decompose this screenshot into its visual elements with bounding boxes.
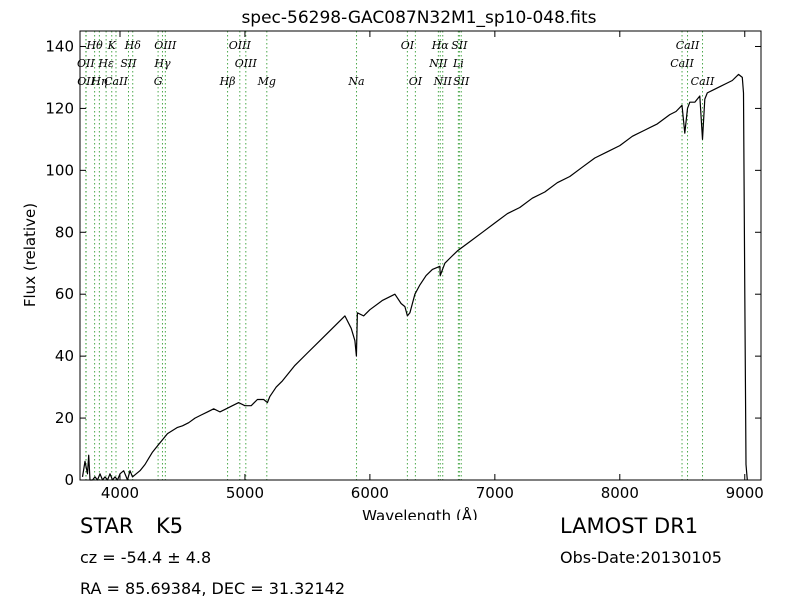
object-class: STAR xyxy=(80,514,134,538)
line-label: K xyxy=(107,39,117,52)
line-label: Hε xyxy=(97,57,114,70)
line-label: Hδ xyxy=(124,39,142,52)
line-label: Hθ xyxy=(86,39,104,52)
ra-dec-coordinates: RA = 85.69384, DEC = 31.32142 xyxy=(80,579,346,598)
observation-date: Obs-Date:20130105 xyxy=(560,548,722,567)
y-axis-label: Flux (relative) xyxy=(21,203,39,307)
x-tick-label: 8000 xyxy=(601,484,639,502)
spectrum-series xyxy=(81,73,748,481)
chart-title: spec-56298-GAC087N32M1_sp10-048.fits xyxy=(241,8,596,28)
line-label: SII xyxy=(453,75,470,88)
y-tick-label: 40 xyxy=(55,347,74,365)
line-label: CaII xyxy=(104,75,128,88)
line-label: OIII xyxy=(235,57,258,70)
x-tick-label: 6000 xyxy=(351,484,389,502)
redshift-value: cz = -54.4 ± 4.8 xyxy=(80,548,212,567)
y-tick-label: 80 xyxy=(55,223,74,241)
x-axis-label: Wavelength (Å) xyxy=(362,506,478,520)
x-tick-label: 4000 xyxy=(101,484,139,502)
y-tick-label: 0 xyxy=(64,471,74,489)
line-label: SII xyxy=(451,39,468,52)
line-label: OI xyxy=(409,75,423,88)
x-tick-label: 7000 xyxy=(476,484,514,502)
line-label: Hγ xyxy=(153,57,171,70)
line-label: SII xyxy=(120,57,137,70)
line-label: Hβ xyxy=(219,75,236,88)
line-label: Li xyxy=(452,57,464,70)
y-tick-label: 120 xyxy=(45,99,74,117)
line-label: NII xyxy=(433,75,453,88)
spectral-subclass: K5 xyxy=(156,514,184,538)
line-label: NII xyxy=(428,57,448,70)
line-label: CaII xyxy=(670,57,694,70)
line-label: OIII xyxy=(154,39,177,52)
plot-area-frame xyxy=(79,30,762,481)
line-label: CaII xyxy=(676,39,700,52)
y-tick-label: 20 xyxy=(55,409,74,427)
y-tick-label: 100 xyxy=(45,161,74,179)
y-tick-label: 60 xyxy=(55,285,74,303)
line-label: Hα xyxy=(431,39,450,52)
line-label: Mg xyxy=(257,75,276,88)
line-label: OI xyxy=(401,39,415,52)
line-label: Na xyxy=(347,75,364,88)
line-label: Hη xyxy=(90,75,108,88)
line-label: OII xyxy=(77,75,95,88)
spectral-line-markers xyxy=(85,31,704,480)
line-label: OIII xyxy=(229,39,252,52)
x-tick-label: 5000 xyxy=(226,484,264,502)
spectrum-line xyxy=(81,73,748,481)
y-axis: 0 20 40 60 80 100 120 140 xyxy=(45,37,761,489)
x-axis: 4000 5000 6000 7000 8000 9000 xyxy=(101,31,764,502)
x-tick-label: 9000 xyxy=(726,484,764,502)
line-label: G xyxy=(154,75,163,88)
spectrum-chart: spec-56298-GAC087N32M1_sp10-048.fits Hθ K… xyxy=(21,8,764,520)
line-label: CaII xyxy=(691,75,715,88)
y-tick-label: 140 xyxy=(45,37,74,55)
survey-name: LAMOST DR1 xyxy=(560,514,699,538)
line-label: OII xyxy=(77,57,95,70)
